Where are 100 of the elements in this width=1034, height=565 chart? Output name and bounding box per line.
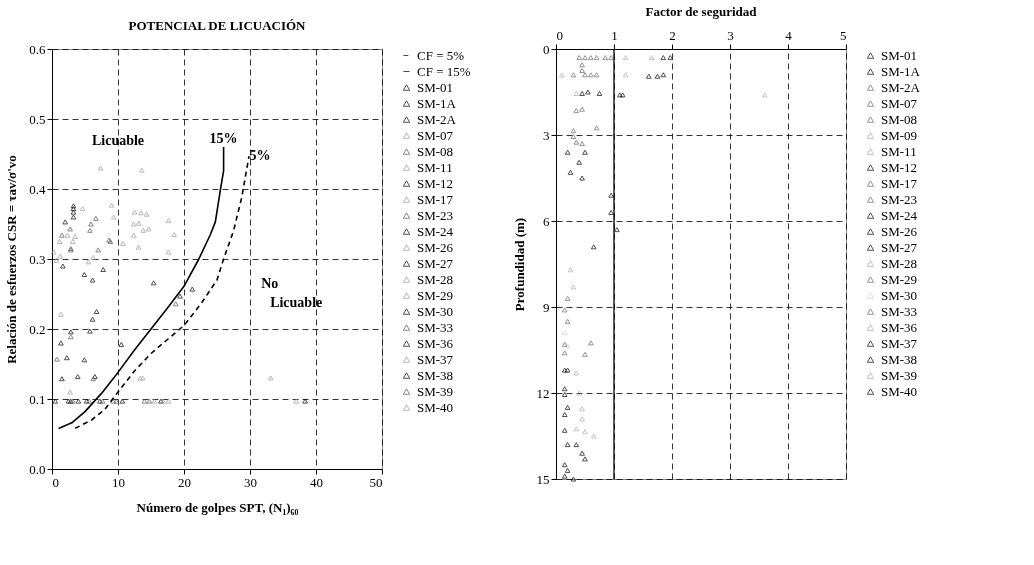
point	[561, 307, 568, 313]
point	[93, 308, 100, 315]
legend-label: SM-1A	[881, 63, 921, 79]
x-tick-label: 1	[611, 27, 618, 43]
point	[567, 267, 574, 273]
point	[60, 263, 66, 269]
point	[579, 406, 585, 412]
point	[573, 426, 580, 432]
legend-label: SM-36	[417, 335, 454, 351]
point	[293, 398, 300, 404]
point	[67, 389, 73, 395]
legend-label: SM-36	[881, 319, 918, 335]
point	[108, 202, 115, 208]
point	[582, 351, 588, 357]
point	[50, 249, 57, 255]
point	[146, 398, 153, 404]
point	[130, 232, 137, 238]
point	[564, 149, 571, 155]
legend-label: SM-39	[417, 383, 454, 399]
point	[87, 328, 93, 334]
legend-label: SM-08	[881, 111, 918, 127]
point	[570, 284, 577, 290]
point	[645, 73, 652, 79]
point	[67, 226, 73, 232]
legend-label: SM-29	[417, 287, 454, 303]
point	[596, 90, 603, 96]
y-tick-label: 0	[543, 41, 550, 57]
point	[58, 311, 64, 317]
legend-label: SM-17	[417, 191, 454, 207]
point	[64, 232, 71, 238]
y-axis-title: Relación de esfuerzos CSR = τav/σ'vo	[4, 155, 20, 364]
legend-label: SM-2A	[417, 111, 457, 127]
point	[573, 442, 580, 448]
point	[593, 55, 600, 61]
point	[130, 221, 137, 227]
x-tick-label: 4	[785, 27, 793, 43]
legend-label: SM-40	[881, 383, 918, 399]
point	[576, 55, 583, 61]
x-tick-label: 50	[369, 474, 383, 490]
legend-label: SM-30	[881, 287, 918, 303]
point	[141, 398, 148, 404]
point	[74, 374, 81, 380]
point	[576, 390, 583, 396]
legend-label: SM-38	[881, 351, 918, 367]
point	[138, 210, 144, 216]
point	[561, 473, 568, 479]
point	[67, 329, 74, 335]
point	[79, 206, 86, 212]
point	[561, 391, 568, 397]
point	[85, 259, 92, 265]
point	[89, 316, 96, 322]
legend-label: SM-2A	[881, 79, 921, 95]
point	[602, 55, 609, 61]
point	[145, 226, 152, 232]
legend-label: SM-28	[881, 255, 918, 271]
point	[587, 72, 594, 78]
legend-label: SM-27	[417, 255, 454, 271]
point	[587, 340, 594, 346]
point	[667, 55, 674, 61]
point	[608, 209, 614, 215]
point	[564, 367, 571, 373]
x-tick-label: 40	[310, 474, 323, 490]
point	[622, 55, 629, 61]
point	[573, 370, 580, 376]
point	[113, 398, 120, 404]
point	[110, 214, 117, 220]
point	[593, 125, 600, 131]
y-tick-label: 6	[543, 213, 550, 229]
point	[165, 217, 172, 224]
point	[171, 231, 177, 238]
point	[81, 271, 88, 277]
point	[564, 442, 571, 448]
point	[267, 375, 274, 381]
point	[150, 280, 157, 286]
annotation: 15%	[209, 131, 238, 147]
legend-label: SM-01	[881, 47, 918, 63]
point	[302, 398, 308, 404]
point	[570, 72, 577, 78]
point	[87, 227, 93, 233]
point	[62, 219, 69, 225]
legend-label: SM-24	[881, 207, 918, 223]
point	[120, 241, 126, 247]
legend-label: SM-24	[417, 223, 454, 239]
legend-label: SM-26	[881, 223, 918, 239]
point	[593, 72, 600, 78]
point	[143, 211, 150, 217]
point	[81, 357, 88, 363]
point	[579, 141, 585, 147]
point	[573, 139, 580, 145]
point	[608, 55, 614, 61]
point	[579, 106, 585, 112]
point	[582, 456, 588, 462]
legend-label: SM-09	[881, 127, 918, 143]
point	[561, 386, 568, 392]
point	[582, 72, 588, 78]
point	[579, 450, 585, 456]
x-tick-label: 2	[669, 27, 676, 43]
y-tick-label: 12	[536, 385, 550, 401]
legend-label: SM-08	[417, 143, 454, 159]
legend-label: SM-37	[417, 351, 454, 367]
